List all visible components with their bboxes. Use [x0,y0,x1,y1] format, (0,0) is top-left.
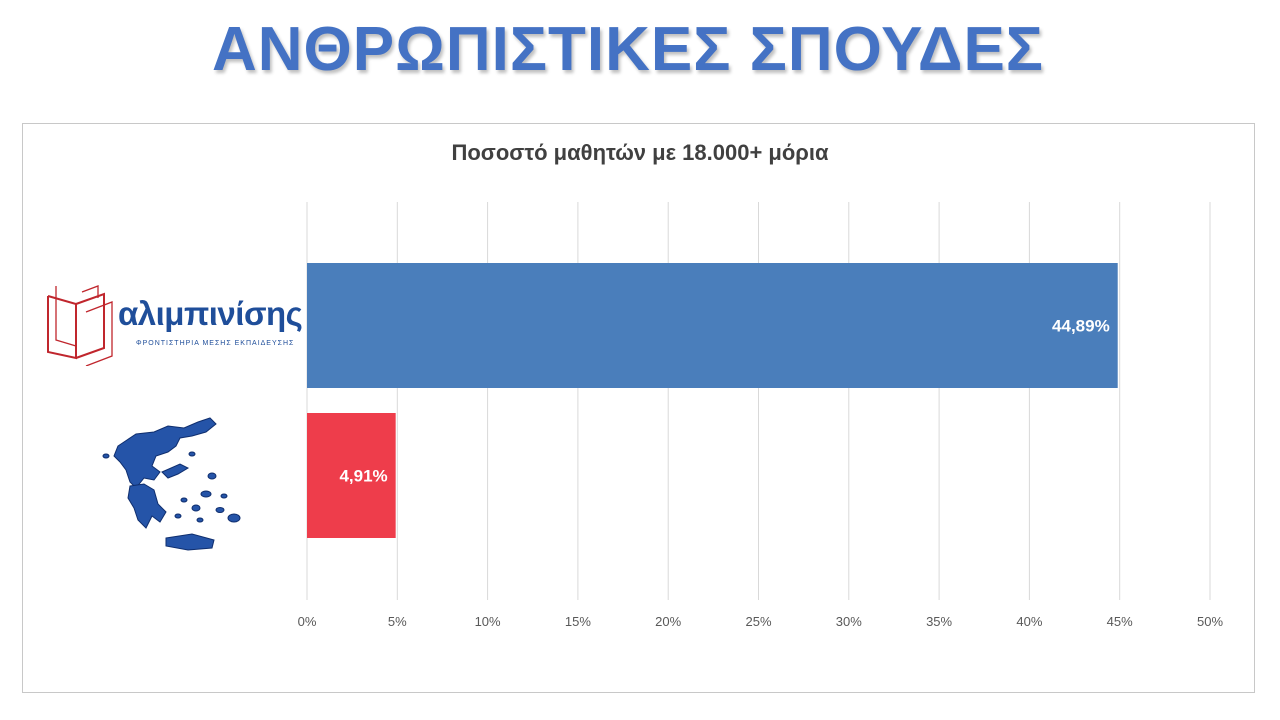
bar-labels: 44,89% 4,91% [339,317,1109,486]
x-tick-label: 5% [388,614,407,629]
chart-frame [22,123,1255,693]
x-axis-tick-labels: 0% 5% 10% 15% 20% 25% 30% 35% 40% 45% 50% [298,614,1224,629]
x-tick-label: 45% [1107,614,1133,629]
slide-title: ΑΝΘΡΩΠΙΣΤΙΚΕΣ ΣΠΟΥΔΕΣ [211,15,1045,84]
x-tick-label: 35% [926,614,952,629]
logo-tagline: ΦΡΟΝΤΙΣΤΗΡΙΑ ΜΕΣΗΣ ΕΚΠΑΙΔΕΥΣΗΣ [136,340,295,347]
bar-alimpinisis [307,263,1118,388]
x-tick-label: 30% [836,614,862,629]
x-tick-label: 50% [1197,614,1223,629]
open-book-icon [47,285,113,366]
x-tick-label: 10% [475,614,501,629]
logo-wordmark: αλιμπινίσης [118,295,303,332]
bar-label-alimpinisis: 44,89% [1052,317,1110,336]
greece-map-icon [96,412,252,558]
grid-lines [306,202,1211,600]
x-tick-label: 20% [655,614,681,629]
bars [307,263,1118,538]
x-tick-label: 0% [298,614,317,629]
alimpinisis-logo: αλιμπινίσης ΦΡΟΝΤΙΣΤΗΡΙΑ ΜΕΣΗΣ ΕΚΠΑΙΔΕΥΣ… [42,282,303,366]
bar-label-greece: 4,91% [339,467,387,486]
x-tick-label: 40% [1016,614,1042,629]
x-tick-label: 25% [745,614,771,629]
chart-title: Ποσοστό μαθητών με 18.000+ μόρια [451,140,829,165]
x-tick-label: 15% [565,614,591,629]
bar-greece [307,413,396,538]
